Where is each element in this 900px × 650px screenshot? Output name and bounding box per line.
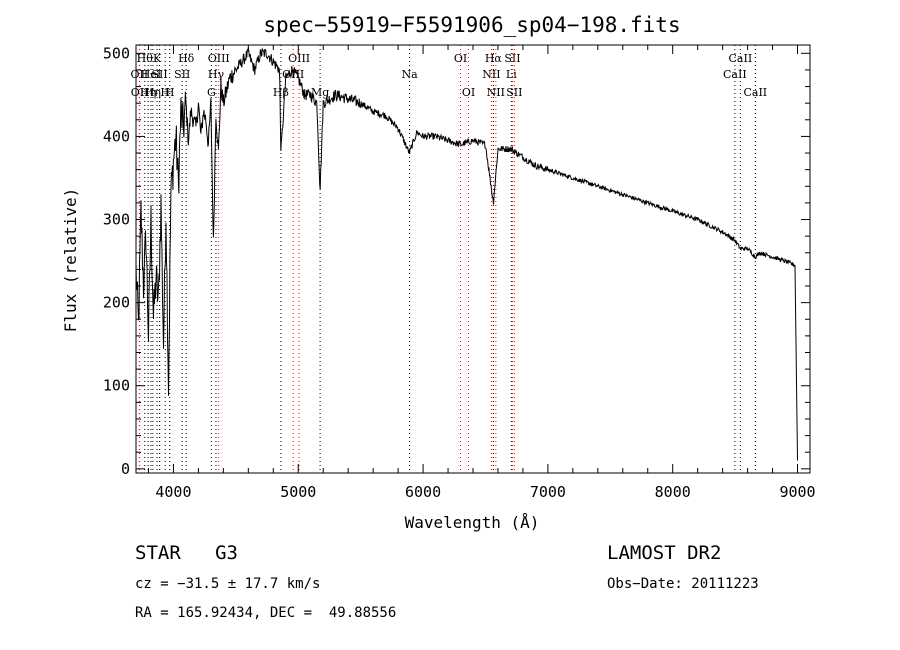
spectrum-line	[135, 47, 798, 461]
y-tick-label-2: 200	[103, 294, 130, 312]
line-label-18: Mg	[311, 86, 329, 99]
line-label-25: Li	[506, 68, 517, 81]
x-tick-label-3: 7000	[530, 483, 566, 501]
line-label-29: CaII	[729, 52, 753, 65]
line-label-4: HeI	[141, 68, 161, 81]
y-tick-label-0: 0	[121, 460, 130, 478]
line-label-28: CaII	[723, 68, 747, 81]
line-label-12: G	[207, 86, 216, 99]
x-tick-label-2: 6000	[405, 483, 441, 501]
x-tick-label-5: 9000	[779, 483, 815, 501]
x-axis-label: Wavelength (Å)	[405, 513, 540, 532]
line-label-20: OI	[454, 52, 467, 65]
line-label-2: Hθ	[137, 52, 154, 65]
chart-title: spec−55919−F5591906_sp04−198.fits	[263, 13, 680, 37]
x-tick-label-4: 8000	[655, 483, 691, 501]
plot-frame	[135, 44, 811, 474]
line-label-23: Hα	[485, 52, 503, 65]
line-label-7: SII	[151, 68, 167, 81]
line-label-0: OII	[131, 68, 149, 81]
y-tick-label-1: 100	[103, 377, 130, 395]
line-label-10: SII	[174, 68, 190, 81]
line-label-6: K	[153, 52, 162, 65]
y-tick-label-5: 500	[103, 44, 130, 62]
obs-date: Obs−Date: 20111223	[607, 576, 759, 592]
line-label-24: NII	[487, 86, 505, 99]
line-label-9: H	[165, 86, 175, 99]
line-label-15: Hβ	[273, 86, 289, 99]
survey-name: LAMOST DR2	[607, 542, 722, 564]
line-label-3: Hη	[140, 86, 156, 99]
line-label-21: OI	[462, 86, 475, 99]
ra-dec: RA = 165.92434, DEC = 49.88556	[135, 605, 397, 621]
y-tick-label-4: 400	[103, 127, 130, 145]
line-label-5: Hη	[145, 86, 161, 99]
line-label-27: SII	[506, 86, 522, 99]
y-tick-label-3: 300	[103, 211, 130, 229]
object-class: STAR G3	[135, 542, 238, 564]
line-label-26: SII	[504, 52, 520, 65]
line-label-30: CaII	[743, 86, 767, 99]
line-label-14: OIII	[208, 52, 230, 65]
x-tick-label-1: 5000	[280, 483, 316, 501]
line-label-17: OIII	[288, 52, 310, 65]
line-label-22: NII	[482, 68, 500, 81]
line-label-13: Hγ	[208, 68, 225, 81]
line-label-19: Na	[402, 68, 419, 81]
line-label-11: Hδ	[178, 52, 195, 65]
redshift-cz: cz = −31.5 ± 17.7 km/s	[135, 576, 321, 592]
line-label-1: OII	[131, 86, 149, 99]
line-label-8: H	[160, 86, 170, 99]
x-tick-label-0: 4000	[155, 483, 191, 501]
y-axis-label: Flux (relative)	[61, 188, 80, 333]
